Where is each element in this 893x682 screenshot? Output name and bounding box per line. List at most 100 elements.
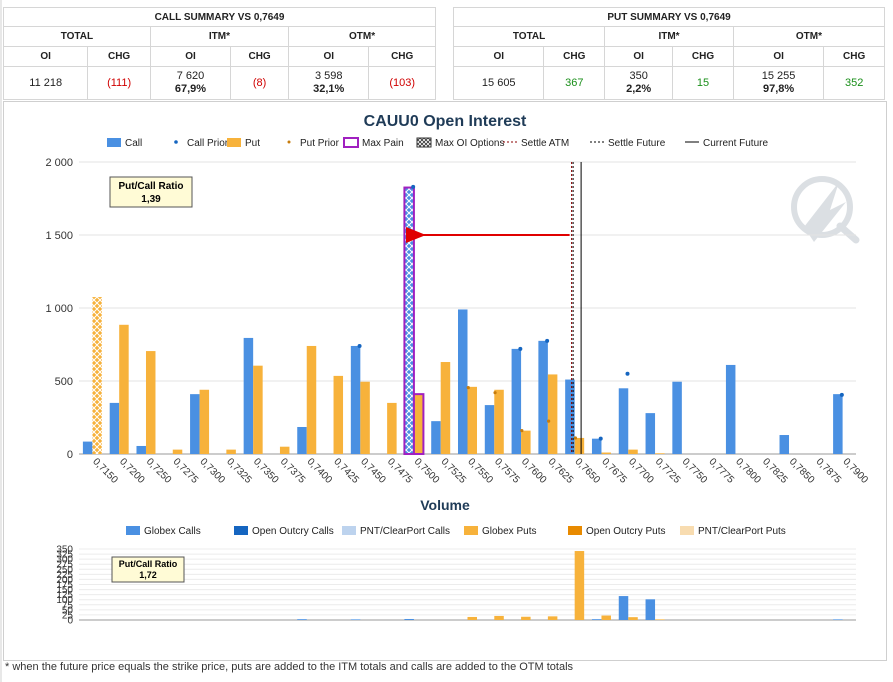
- oi-put-bar: [655, 453, 665, 454]
- oi-reference-lines: [405, 162, 582, 454]
- volume-legend-label: Globex Puts: [482, 526, 536, 537]
- oi-put-bar: [521, 430, 531, 454]
- oi-call-bar: [672, 381, 682, 454]
- volume-y-tick-label: 25: [62, 610, 74, 621]
- oi-put-bar: [199, 389, 210, 454]
- volume-globex-put-bar: [547, 616, 558, 620]
- volume-globex-call-bar: [618, 596, 629, 620]
- oi-x-tick-label: 0,7350: [251, 456, 281, 486]
- volume-bars: [297, 551, 843, 620]
- oi-call-bar: [538, 340, 548, 454]
- oi-put-bar: [92, 297, 102, 454]
- oi-put-prior-point: [493, 391, 497, 395]
- oi-chart-title: CAUU0 Open Interest: [364, 113, 527, 130]
- volume-globex-call-bar: [297, 619, 307, 620]
- oi-x-tick-label: 0,7500: [412, 456, 442, 486]
- oi-call-bar: [591, 438, 602, 454]
- oi-call-bar: [833, 394, 843, 454]
- volume-legend-label: Open Outcry Puts: [586, 526, 665, 537]
- volume-legend-item: Globex Puts: [464, 526, 536, 537]
- volume-legend-swatch: [464, 526, 478, 535]
- oi-call-bar: [618, 388, 629, 454]
- chart-panel: CAUU0 Open Interest Call Call Prior Put Put…: [3, 101, 887, 661]
- oi-put-bar: [360, 381, 370, 454]
- volume-globex-call-bar: [645, 599, 656, 620]
- call-header-oi: OI: [2, 46, 89, 67]
- oi-call-bar: [779, 435, 790, 454]
- oi-call-prior-point: [598, 436, 603, 441]
- volume-legend-item: PNT/ClearPort Puts: [680, 526, 786, 537]
- oi-x-tick-label: 0,7800: [733, 456, 763, 486]
- legend-swatch-call-prior: [174, 140, 178, 144]
- put-total-oi: 15 605: [452, 66, 545, 100]
- watermark-logo-icon: [791, 176, 860, 244]
- oi-x-tick-label: 0,7325: [224, 456, 254, 486]
- call-group-itm: ITM*: [149, 26, 290, 47]
- oi-x-tick-label: 0,7475: [385, 456, 415, 486]
- oi-x-tick-label: 0,7875: [814, 456, 844, 486]
- oi-legend: Call Call Prior Put Put Prior Max Pain Max OI…: [107, 137, 768, 149]
- vol-pcr-label: Put/Call Ratio: [119, 559, 178, 569]
- oi-legend-label: Max OI Options: [435, 138, 504, 149]
- volume-y-tick-label: 175: [56, 580, 73, 591]
- put-itm-oi-cell: 350 2,2%: [604, 66, 674, 100]
- put-otm-oi-cell: 15 255 97,8%: [732, 66, 825, 100]
- oi-legend-item: Max Pain: [343, 137, 404, 149]
- volume-legend-label: Open Outcry Calls: [252, 526, 334, 537]
- oi-put-prior-point: [547, 419, 551, 423]
- call-summary-title: CALL SUMMARY VS 0,7649: [3, 7, 436, 27]
- call-header-oi: OI: [149, 46, 232, 67]
- oi-call-bar: [136, 445, 146, 454]
- call-total-chg: (111): [87, 66, 151, 100]
- open-interest-chart: CAUU0 Open Interest Call Call Prior Put Put…: [45, 113, 870, 627]
- oi-x-tick-label: 0,7600: [519, 456, 549, 486]
- volume-y-tick-label: 50: [62, 605, 74, 616]
- oi-y-tick-label: 1 000: [45, 303, 73, 315]
- volume-put-call-ratio-box: Put/Call Ratio 1,72: [111, 556, 185, 583]
- volume-y-tick-label: 200: [56, 575, 73, 586]
- volume-globex-put-bar: [628, 617, 638, 620]
- oi-put-bar: [547, 374, 558, 454]
- oi-put-bar: [601, 452, 611, 454]
- oi-put-bar: [279, 446, 290, 454]
- put-itm-chg: 15: [672, 66, 734, 100]
- oi-legend-item: Put Prior: [287, 138, 340, 149]
- oi-call-bar: [350, 345, 361, 454]
- oi-legend-label: Put Prior: [300, 138, 340, 149]
- volume-y-tick-label: 325: [56, 550, 73, 561]
- oi-x-tick-label: 0,7375: [278, 456, 308, 486]
- volume-globex-put-bar: [467, 616, 477, 620]
- oi-x-tick-label: 0,7200: [117, 456, 147, 486]
- oi-x-tick-label: 0,7850: [787, 456, 817, 486]
- oi-y-tick-label: 500: [55, 376, 73, 388]
- oi-call-bar: [297, 426, 307, 454]
- call-otm-oi-cell: 3 598 32,1%: [288, 66, 370, 100]
- put-group-otm: OTM*: [732, 26, 886, 47]
- volume-legend: Globex Calls Open Outcry Calls PNT/ClearPo…: [126, 526, 786, 537]
- oi-pcr-label: Put/Call Ratio: [118, 181, 183, 192]
- page-left-edge: [0, 0, 2, 682]
- volume-y-tick-label: 150: [56, 585, 73, 596]
- volume-legend-label: Globex Calls: [144, 526, 201, 537]
- call-itm-oi: 7 620: [176, 70, 205, 82]
- oi-put-bar: [226, 449, 236, 454]
- oi-call-bar: [458, 309, 468, 454]
- oi-x-tick-label: 0,7450: [358, 456, 388, 486]
- oi-x-tick-label: 0,7675: [599, 456, 629, 486]
- put-itm-pct: 2,2%: [626, 83, 652, 95]
- oi-put-prior-point: [466, 385, 470, 390]
- call-group-total: TOTAL: [3, 26, 151, 47]
- volume-globex-put-bar: [521, 616, 531, 620]
- oi-x-tick-label: 0,7275: [171, 456, 201, 486]
- put-header-oi: OI: [452, 46, 545, 67]
- volume-chart-title: Volume: [420, 497, 470, 513]
- oi-legend-label: Put: [245, 138, 260, 149]
- volume-legend-item: Globex Calls: [126, 526, 201, 537]
- call-otm-pct: 32,1%: [313, 83, 345, 95]
- oi-call-prior-point: [357, 343, 362, 348]
- volume-y-tick-label: 275: [56, 560, 73, 571]
- oi-put-prior-point: [573, 436, 578, 440]
- call-header-chg: CHG: [87, 46, 151, 67]
- oi-put-bar: [494, 389, 504, 454]
- oi-call-bar: [431, 421, 441, 454]
